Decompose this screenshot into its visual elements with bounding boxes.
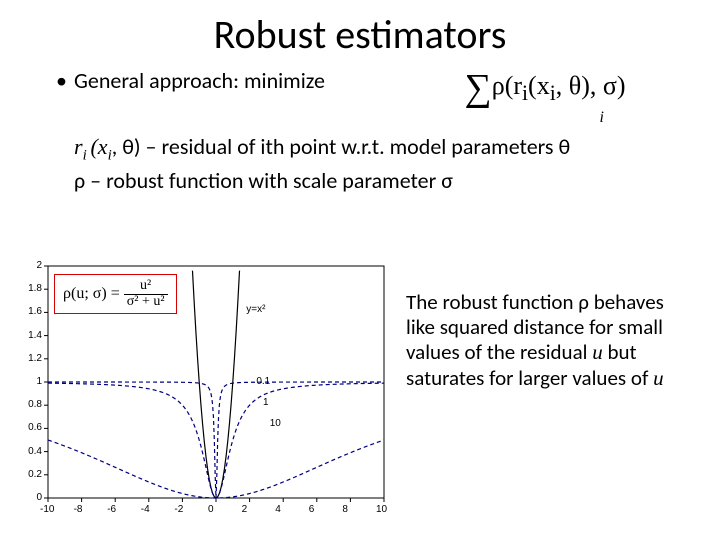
bullet-dot: • [56, 67, 74, 94]
bullet-text: General approach: minimize [74, 67, 325, 94]
sigma-symbol: ∑ [465, 67, 492, 109]
y-tick-label: 1 [18, 376, 42, 387]
definitions: ri (xi, θ) – residual of ith point w.r.t… [0, 94, 720, 195]
x-tick-label: -10 [40, 504, 54, 515]
explanation-text: The robust function ρ behaves like squar… [406, 290, 696, 391]
x-tick-label: 6 [309, 504, 315, 515]
y-tick-label: 0.8 [18, 399, 42, 410]
equation-box: ρ(u; σ) = u²σ² + u² [54, 274, 177, 314]
y-tick-label: 0.6 [18, 422, 42, 433]
sum-inner: ρ(ri(xi, θ), σ) [492, 71, 626, 100]
curve-label: 0.1 [256, 376, 270, 387]
x-tick-label: 4 [275, 504, 281, 515]
x-tick-label: 8 [342, 504, 348, 515]
x-tick-label: -2 [174, 504, 183, 515]
y-tick-label: 0.2 [18, 469, 42, 480]
y-tick-label: 1.2 [18, 353, 42, 364]
sum-formula: ∑ρ(ri(xi, θ), σ)i [465, 60, 630, 106]
x-tick-label: -4 [141, 504, 150, 515]
page-title: Robust estimators [0, 0, 720, 67]
def-line-2: ρ – robust function with scale parameter… [74, 166, 700, 196]
x-tick-label: 10 [376, 504, 387, 515]
y-tick-label: 1.6 [18, 306, 42, 317]
curve-label: 10 [270, 418, 281, 429]
curve-label: y=x² [246, 304, 265, 315]
x-tick-label: 0 [208, 504, 214, 515]
y-tick-label: 0 [18, 492, 42, 503]
y-tick-label: 0.4 [18, 446, 42, 457]
y-tick-label: 2 [18, 260, 42, 271]
x-tick-label: -8 [74, 504, 83, 515]
y-tick-label: 1.4 [18, 330, 42, 341]
sum-sub: i [600, 109, 604, 126]
robust-function-chart: ρ(u; σ) = u²σ² + u² y=x²0.1110 -10-8-6-4… [8, 260, 392, 520]
y-tick-label: 1.8 [18, 283, 42, 294]
def-line-1: ri (xi, θ) – residual of ith point w.r.t… [74, 132, 700, 166]
x-tick-label: -6 [107, 504, 116, 515]
x-tick-label: 2 [242, 504, 248, 515]
curve-label: 1 [263, 397, 269, 408]
